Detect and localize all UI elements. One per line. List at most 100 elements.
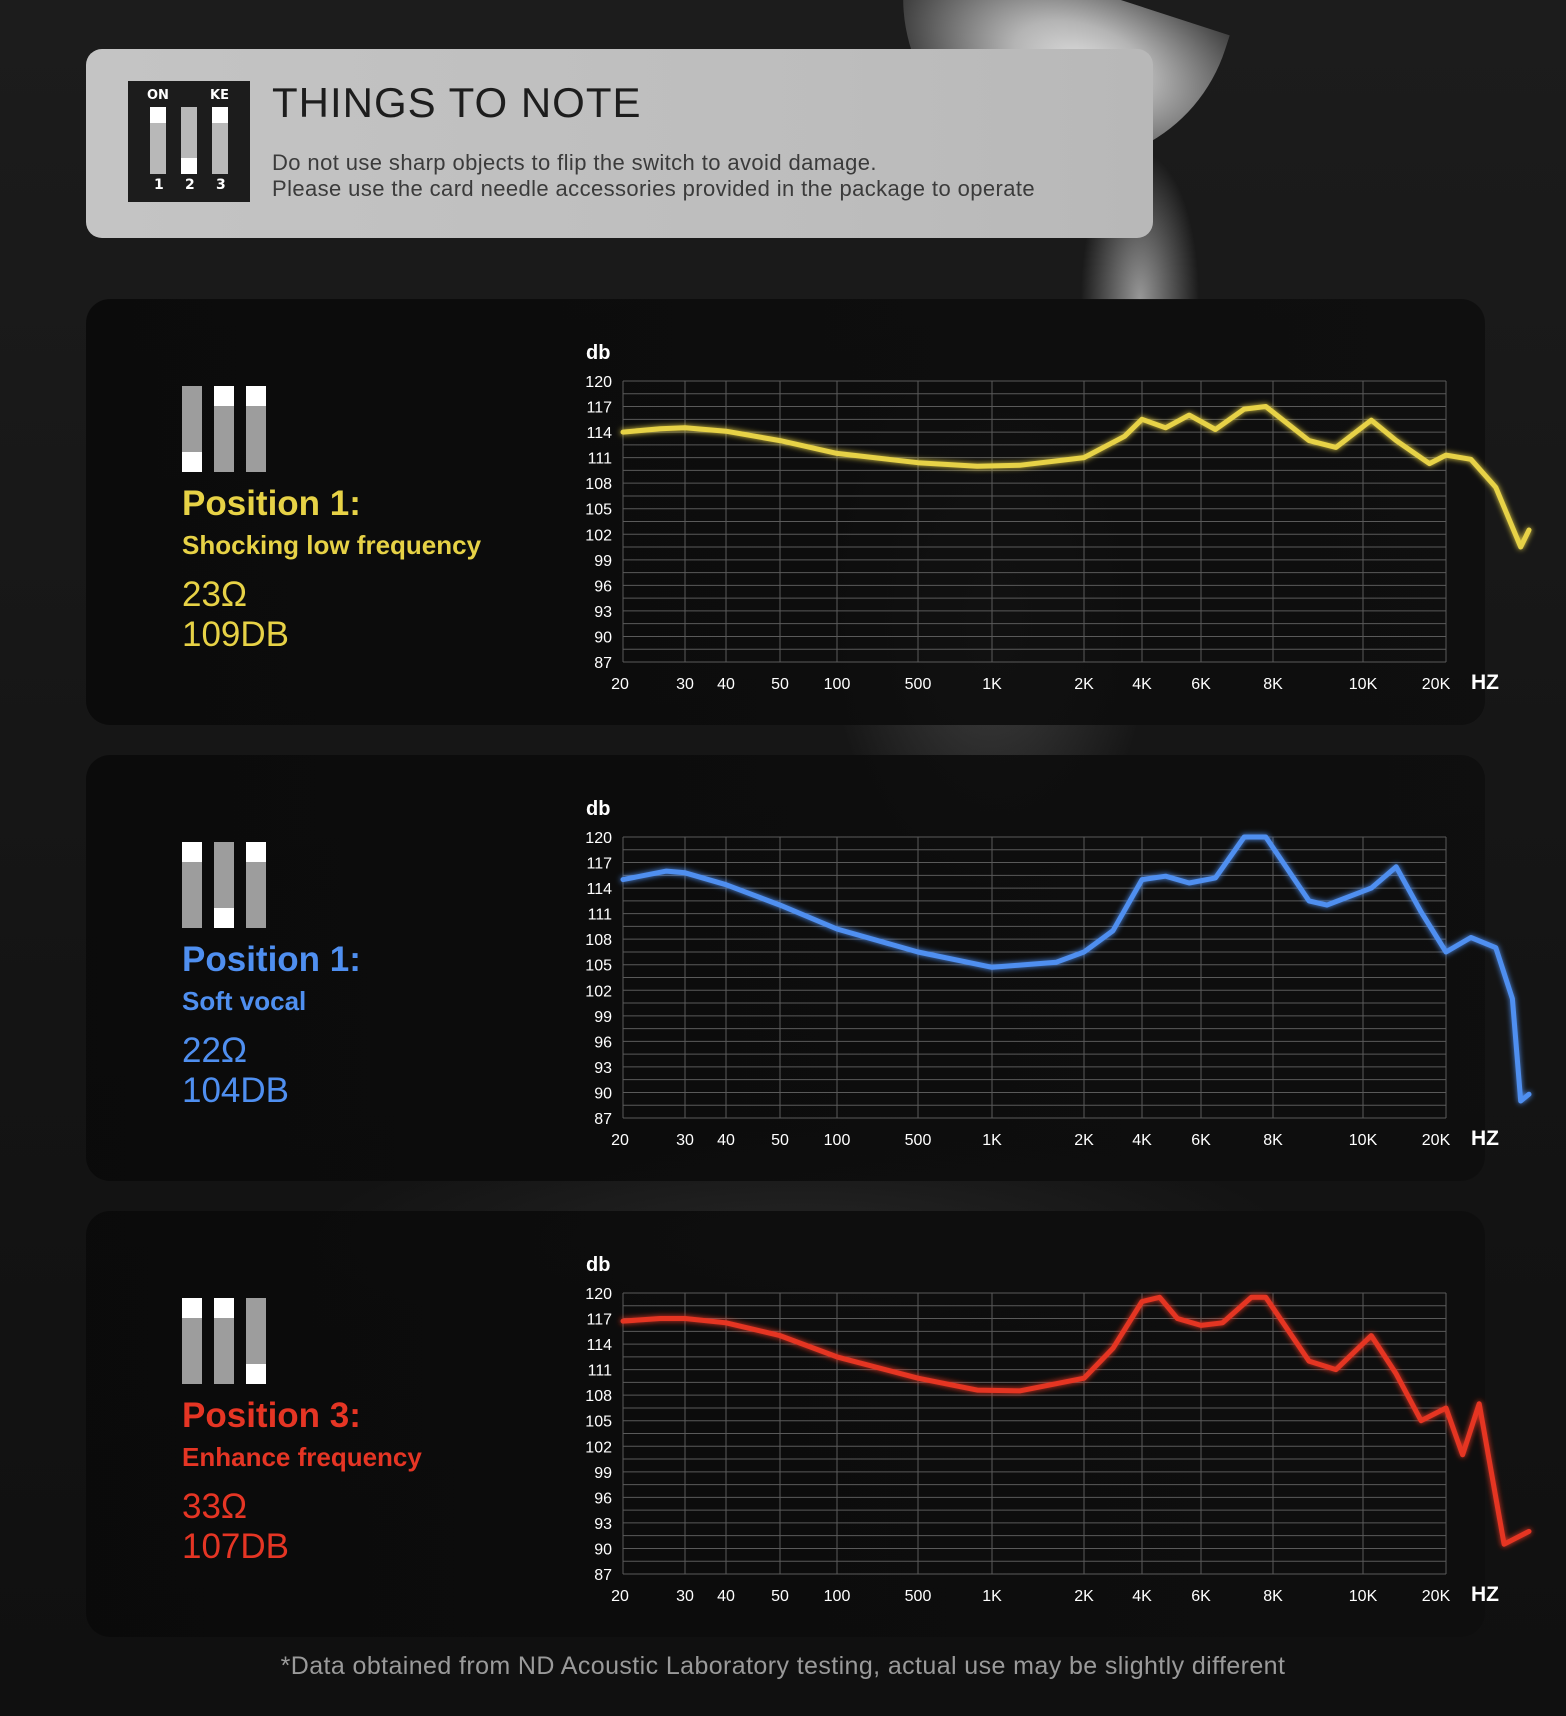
position-panel-1: Position 1: Shocking low frequency 23Ω 1… <box>86 299 1532 725</box>
notice-title: THINGS TO NOTE <box>272 79 642 126</box>
footnote: *Data obtained from ND Acoustic Laborato… <box>280 1652 1286 1680</box>
dip-switch-icon: ON KE 1 2 3 <box>128 81 250 202</box>
x-tick-label: 20 <box>611 1132 629 1149</box>
y-axis-label: db <box>586 1254 610 1276</box>
x-tick-label: 50 <box>771 676 789 693</box>
switch-number-3: 3 <box>216 177 226 193</box>
switch-position-icon <box>182 842 266 928</box>
x-tick-label: 1K <box>982 1132 1002 1149</box>
x-tick-label: 10K <box>1349 676 1378 693</box>
y-tick-label: 96 <box>594 1490 612 1507</box>
y-tick-label: 111 <box>588 1363 612 1380</box>
y-axis-label: db <box>586 342 610 364</box>
x-tick-label: 50 <box>771 1588 789 1605</box>
y-tick-label: 102 <box>585 527 612 544</box>
x-axis-label: HZ <box>1471 1127 1499 1150</box>
impedance-value: 22Ω <box>182 1031 248 1070</box>
x-tick-label: 500 <box>905 1588 932 1605</box>
y-tick-label: 87 <box>594 1567 612 1584</box>
y-tick-label: 114 <box>586 881 612 898</box>
series-line <box>620 404 1532 550</box>
y-tick-label: 108 <box>585 1388 612 1405</box>
x-tick-label: 8K <box>1263 1132 1283 1149</box>
x-tick-label: 1K <box>982 676 1002 693</box>
x-tick-label: 2K <box>1074 1588 1094 1605</box>
x-tick-label: 20K <box>1422 1588 1451 1605</box>
y-tick-label: 117 <box>586 1312 612 1329</box>
x-tick-label: 500 <box>905 676 932 693</box>
switch-label-on: ON <box>147 88 169 103</box>
impedance-value: 23Ω <box>182 575 248 614</box>
switch-label-ke: KE <box>210 88 229 103</box>
series-line <box>620 834 1532 1104</box>
y-tick-label: 87 <box>594 655 612 672</box>
y-tick-label: 93 <box>594 1060 612 1077</box>
y-tick-label: 111 <box>588 907 612 924</box>
y-tick-label: 117 <box>586 856 612 873</box>
x-axis-label: HZ <box>1471 1583 1499 1606</box>
y-axis-label: db <box>586 798 610 820</box>
y-tick-label: 96 <box>594 578 612 595</box>
series-line <box>620 1294 1532 1547</box>
y-tick-label: 90 <box>594 1085 612 1102</box>
y-tick-label: 108 <box>585 932 612 949</box>
switch-slot-3 <box>212 107 228 174</box>
y-tick-label: 87 <box>594 1111 612 1128</box>
y-tick-label: 99 <box>594 1465 612 1482</box>
sensitivity-value: 107DB <box>182 1527 290 1566</box>
x-tick-label: 8K <box>1263 1588 1283 1605</box>
x-tick-label: 2K <box>1074 1132 1094 1149</box>
x-tick-label: 20 <box>611 1588 629 1605</box>
notice-card: ON KE 1 2 3 THINGS TO NOTE Do not use sh… <box>86 49 1153 238</box>
y-tick-label: 93 <box>594 1516 612 1533</box>
x-tick-label: 30 <box>676 676 694 693</box>
x-tick-label: 40 <box>717 1132 735 1149</box>
x-tick-label: 4K <box>1132 1588 1152 1605</box>
y-tick-label: 114 <box>586 1337 612 1354</box>
y-tick-label: 105 <box>585 958 612 975</box>
sensitivity-value: 104DB <box>182 1071 290 1110</box>
position-subtitle: Enhance frequency <box>182 1442 422 1472</box>
x-tick-label: 4K <box>1132 676 1152 693</box>
notice-line-2: Please use the card needle accessories p… <box>272 176 1036 201</box>
y-tick-label: 102 <box>585 1439 612 1456</box>
x-tick-label: 8K <box>1263 676 1283 693</box>
frequency-response-chart: 120 117 114 111 108 105 102 99 96 93 90 87 db 20 30 40 5… <box>585 1254 1532 1606</box>
y-tick-label: 120 <box>585 1286 612 1303</box>
y-tick-label: 120 <box>585 830 612 847</box>
grid <box>622 380 1447 663</box>
switch-number-2: 2 <box>185 177 195 193</box>
sensitivity-value: 109DB <box>182 615 290 654</box>
y-tick-label: 93 <box>594 604 612 621</box>
y-tick-label: 105 <box>585 1414 612 1431</box>
y-tick-label: 90 <box>594 629 612 646</box>
y-tick-label: 102 <box>585 983 612 1000</box>
x-tick-label: 20K <box>1422 1132 1451 1149</box>
x-tick-label: 6K <box>1191 1588 1211 1605</box>
frequency-response-chart: 120 117 114 111 108 105 102 99 96 93 90 87 db 20 30 40 5… <box>585 342 1532 694</box>
switch-position-icon <box>182 386 266 472</box>
x-tick-label: 40 <box>717 676 735 693</box>
notice-line-1: Do not use sharp objects to flip the swi… <box>272 150 877 175</box>
x-axis-label: HZ <box>1471 671 1499 694</box>
x-tick-label: 30 <box>676 1588 694 1605</box>
y-tick-label: 105 <box>585 502 612 519</box>
switch-number-1: 1 <box>154 177 164 193</box>
x-tick-label: 500 <box>905 1132 932 1149</box>
x-tick-label: 4K <box>1132 1132 1152 1149</box>
x-tick-label: 10K <box>1349 1132 1378 1149</box>
x-tick-label: 20K <box>1422 676 1451 693</box>
x-tick-label: 50 <box>771 1132 789 1149</box>
y-tick-label: 108 <box>585 476 612 493</box>
position-title: Position 3: <box>182 1396 361 1435</box>
position-panel-2: Position 1: Soft vocal 22Ω 104DB 120 117 1… <box>86 755 1532 1181</box>
grid <box>622 836 1447 1119</box>
switch-position-icon <box>182 1298 266 1384</box>
x-tick-label: 30 <box>676 1132 694 1149</box>
y-tick-label: 96 <box>594 1034 612 1051</box>
x-tick-label: 40 <box>717 1588 735 1605</box>
grid <box>622 1292 1447 1575</box>
position-panel-3: Position 3: Enhance frequency 33Ω 107DB … <box>86 1211 1532 1637</box>
impedance-value: 33Ω <box>182 1487 248 1526</box>
x-tick-label: 100 <box>824 1588 851 1605</box>
